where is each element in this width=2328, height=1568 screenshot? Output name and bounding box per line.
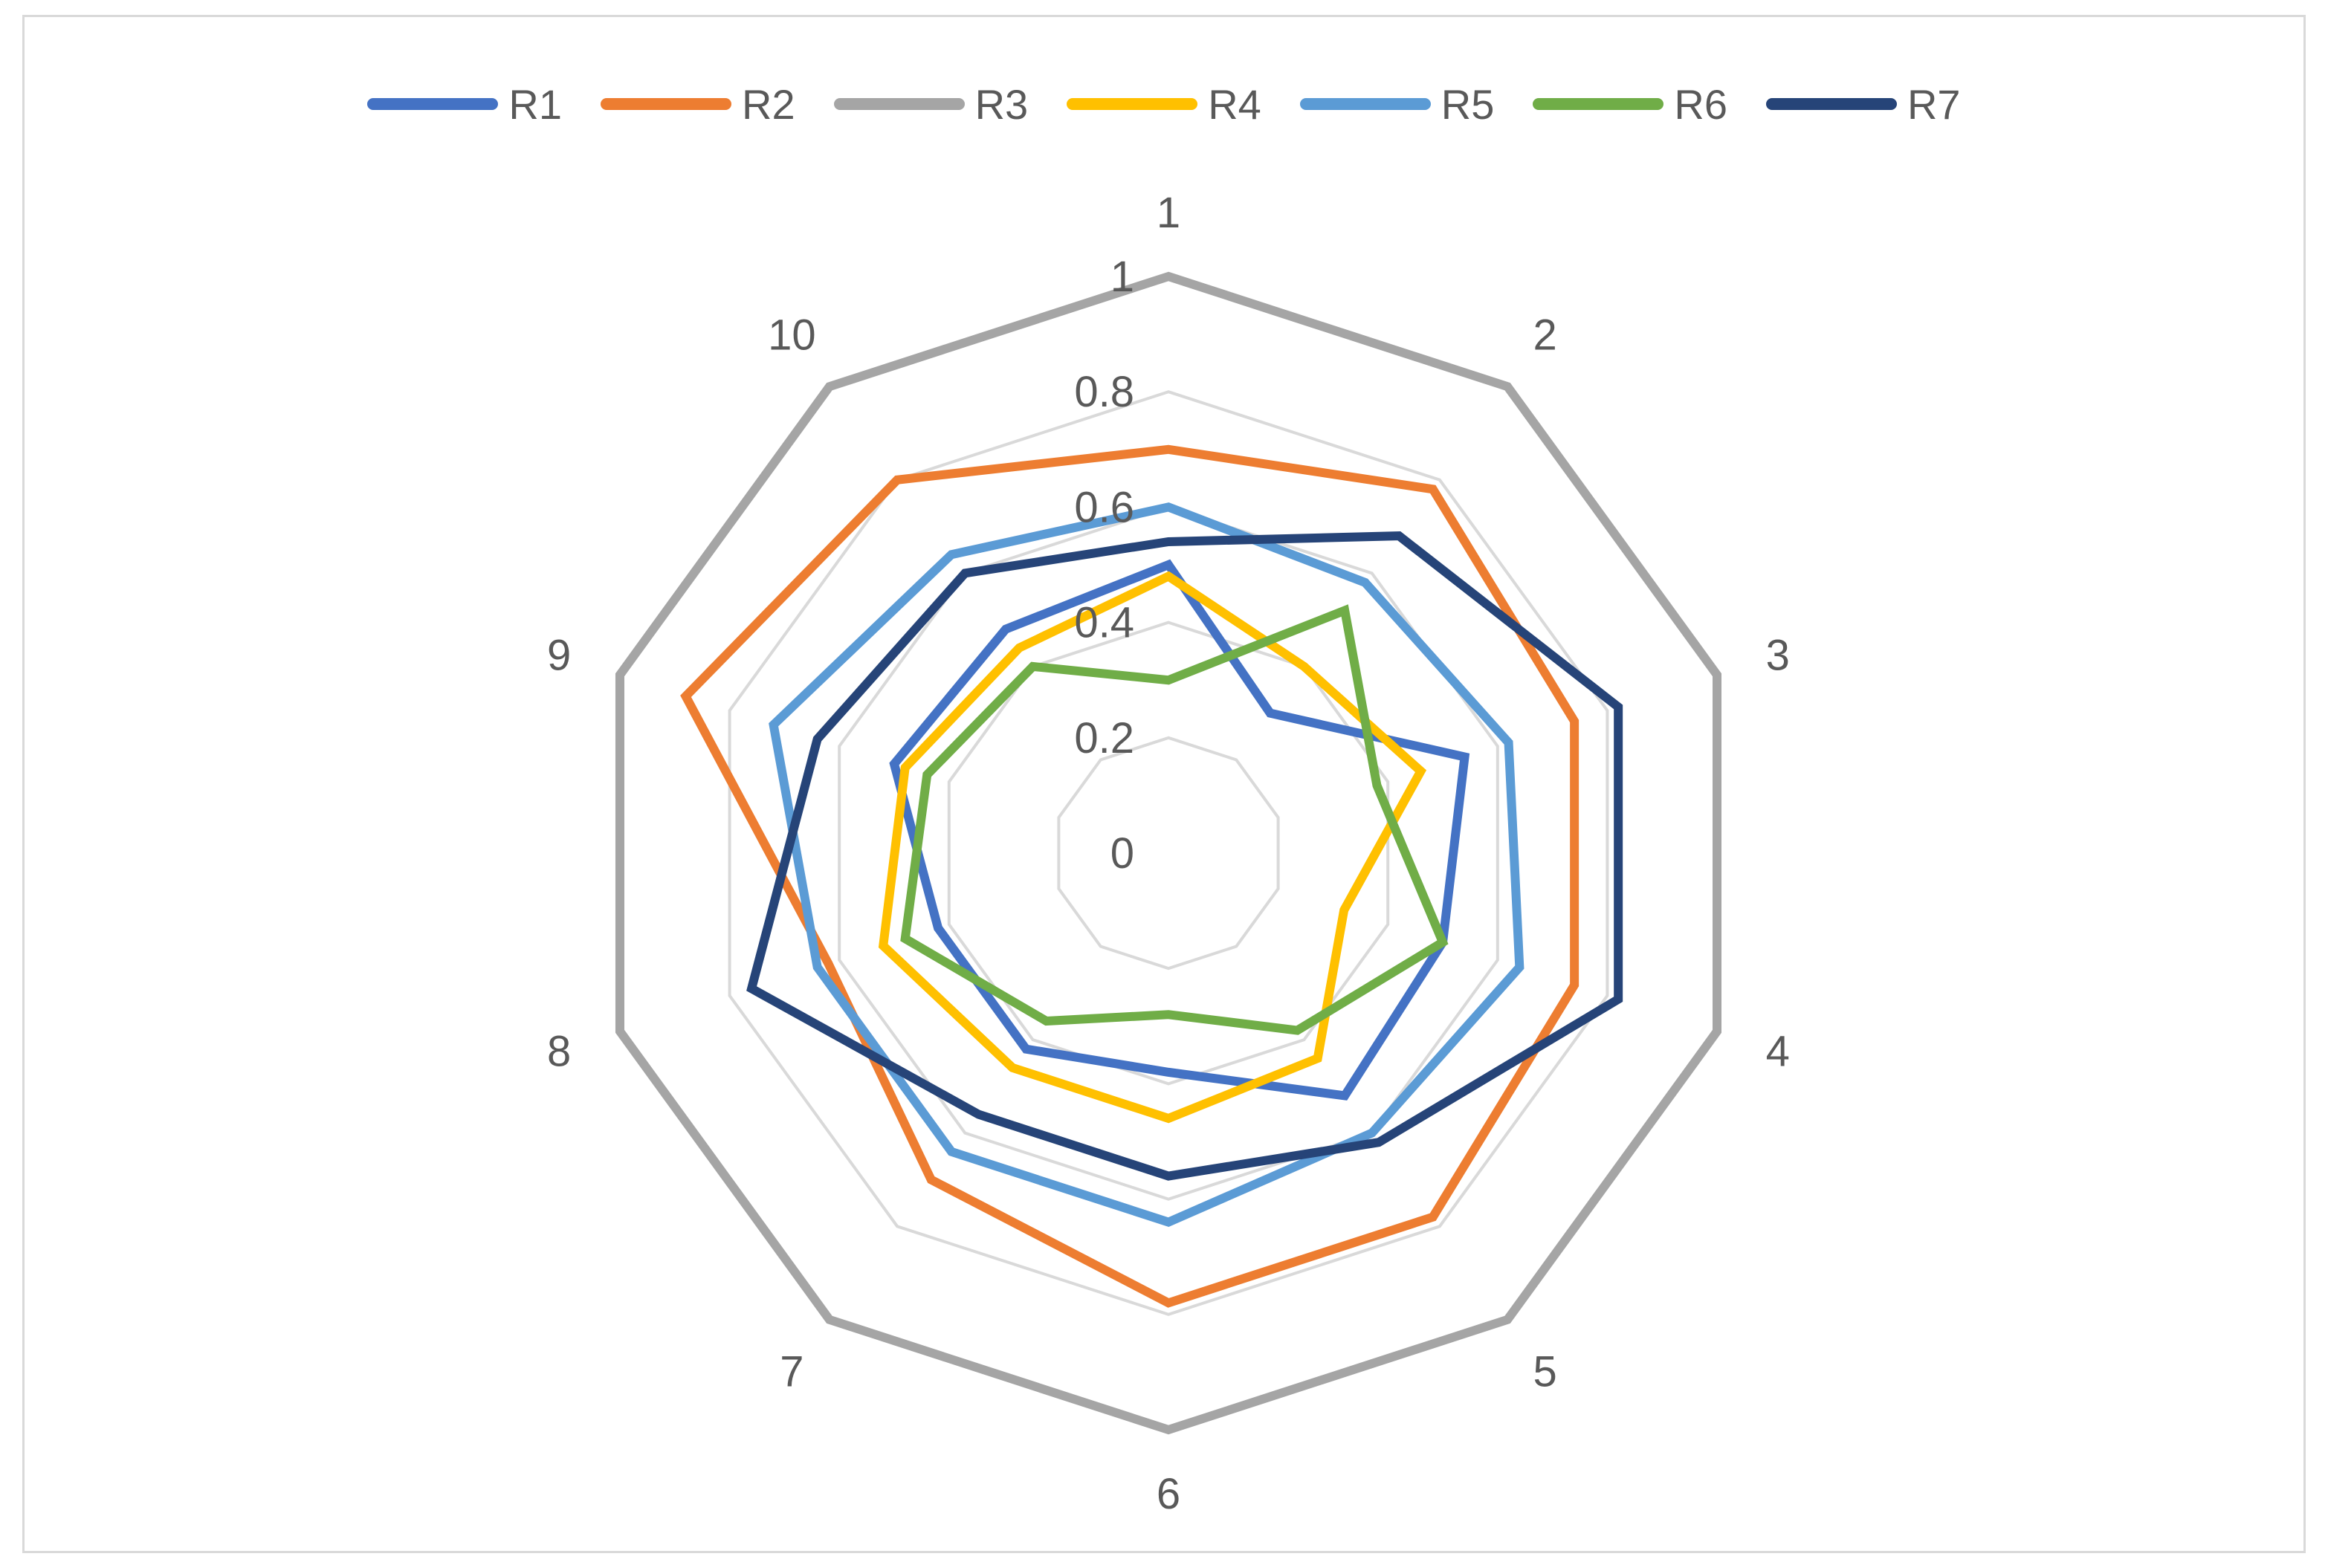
legend-item-r4: R4	[1067, 80, 1261, 129]
legend-item-r2: R2	[601, 80, 795, 129]
tick-label-4: 0.8	[1074, 368, 1134, 416]
legend-label: R6	[1674, 80, 1727, 128]
category-label-8: 8	[547, 1027, 571, 1075]
tick-labels: 0 0.2 0.4 0.6 0.8 1	[1074, 253, 1134, 878]
legend-label: R5	[1441, 80, 1495, 128]
legend-swatch	[1765, 98, 1897, 110]
legend-swatch	[833, 98, 965, 110]
series-line-r4	[878, 571, 1427, 1124]
grid-ring-4	[728, 390, 1609, 1316]
series-group	[615, 271, 1722, 1435]
tick-label-3: 0.6	[1074, 483, 1134, 531]
legend-swatch	[1299, 98, 1431, 110]
category-label-6: 6	[1157, 1470, 1180, 1518]
tick-label-2: 0.4	[1074, 599, 1134, 647]
series-line-r7	[746, 531, 1623, 1181]
grid-ring-2	[947, 621, 1390, 1086]
legend-item-r1: R1	[367, 80, 562, 129]
tick-label-1: 0.2	[1074, 714, 1134, 762]
legend: R1 R2 R3 R4 R5 R6 R7	[0, 74, 2328, 134]
legend-swatch	[367, 98, 499, 110]
series-line-r2	[680, 444, 1580, 1308]
legend-swatch	[601, 98, 732, 110]
legend-item-r3: R3	[833, 80, 1029, 129]
category-label-2: 2	[1533, 311, 1557, 360]
category-label-4: 4	[1766, 1027, 1790, 1075]
legend-item-r7: R7	[1765, 80, 1961, 129]
tick-label-0: 0	[1110, 829, 1134, 878]
series-line-r3	[615, 271, 1722, 1435]
series-line-r5	[769, 502, 1524, 1228]
legend-item-r5: R5	[1299, 80, 1495, 129]
legend-label: R7	[1907, 80, 1961, 128]
legend-swatch	[1067, 98, 1198, 110]
category-label-7: 7	[780, 1347, 804, 1396]
category-label-1: 1	[1157, 189, 1180, 237]
category-label-5: 5	[1533, 1347, 1557, 1396]
category-label-3: 3	[1766, 632, 1790, 680]
legend-item-r6: R6	[1533, 80, 1727, 129]
category-label-10: 10	[768, 311, 816, 360]
series-line-r1	[889, 559, 1470, 1101]
category-label-9: 9	[547, 632, 571, 680]
legend-label: R2	[742, 80, 795, 128]
legend-label: R1	[508, 80, 563, 128]
tick-label-5: 1	[1110, 253, 1134, 301]
series-line-r6	[900, 604, 1449, 1035]
grid-ring-1	[1057, 736, 1280, 971]
legend-label: R4	[1208, 80, 1261, 128]
legend-swatch	[1533, 98, 1664, 110]
legend-label: R3	[974, 80, 1029, 128]
